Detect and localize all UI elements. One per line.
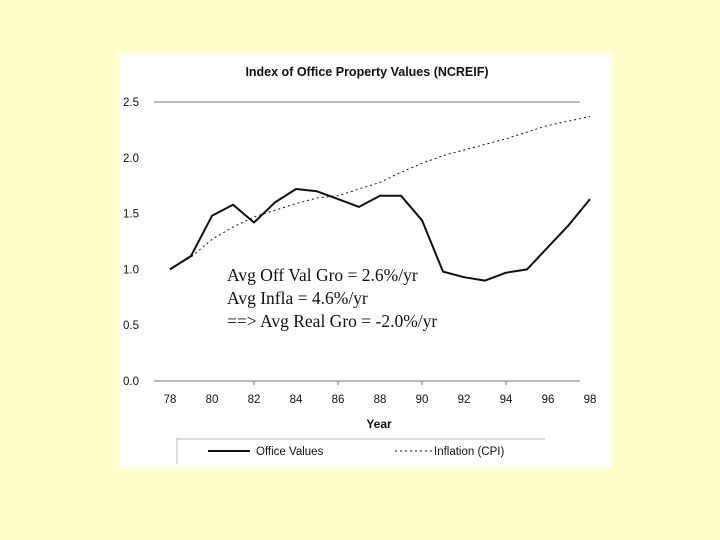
x-tick-label: 84: [290, 394, 303, 406]
series-line-inflation: [169, 116, 591, 270]
x-tick-label: 88: [374, 394, 387, 406]
y-tick-label: 2.0: [123, 153, 139, 165]
line-chart: Index of Office Property Values (NCREIF)…: [123, 65, 597, 464]
x-tick-label: 96: [542, 394, 555, 406]
x-tick-label: 94: [500, 394, 513, 406]
legend: Office Values Inflation (CPI): [176, 438, 545, 464]
x-tick-label: 90: [416, 394, 429, 406]
annotation-office-growth: Avg Off Val Gro = 2.6%/yr: [227, 265, 418, 285]
legend-label-inflation: Inflation (CPI): [434, 446, 504, 458]
x-tick-label: 98: [584, 394, 597, 406]
chart-panel: Index of Office Property Values (NCREIF)…: [120, 53, 612, 468]
y-tick-label: 1.0: [123, 264, 139, 276]
x-tick-label: 82: [248, 394, 261, 406]
x-tick-label: 92: [458, 394, 471, 406]
legend-label-office-values: Office Values: [256, 446, 324, 458]
chart-title: Index of Office Property Values (NCREIF): [245, 65, 488, 79]
y-tick-label: 1.5: [123, 209, 139, 221]
annotation-real-growth: ==> Avg Real Gro = -2.0%/yr: [227, 311, 437, 331]
series-line-office-values: [169, 188, 591, 282]
x-tick-label: 86: [332, 394, 345, 406]
annotation-inflation: Avg Infla = 4.6%/yr: [227, 288, 368, 308]
y-tick-label: 2.5: [123, 97, 139, 109]
y-tick-label: 0.0: [123, 376, 139, 388]
y-tick-label: 0.5: [123, 320, 139, 332]
x-tick-label: 80: [206, 394, 219, 406]
x-tick-label: 78: [164, 394, 177, 406]
x-axis-label: Year: [366, 417, 392, 431]
